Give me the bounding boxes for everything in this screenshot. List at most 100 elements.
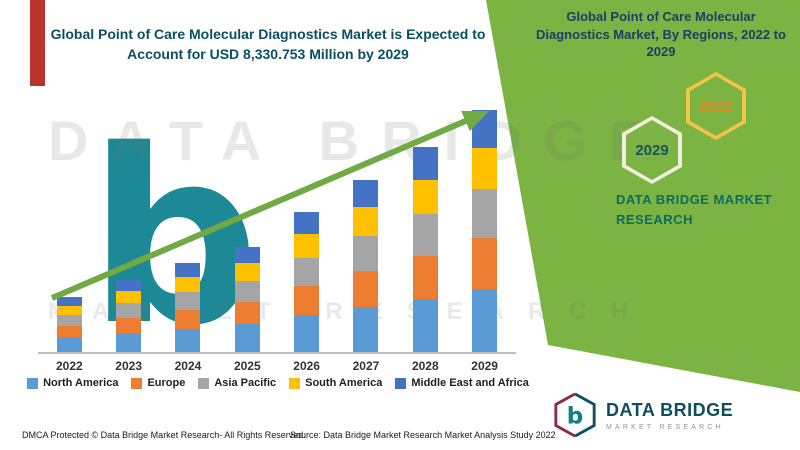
x-axis-label: 2025 (233, 359, 261, 373)
legend-swatch (289, 377, 301, 389)
bar-segment (294, 212, 320, 235)
hexagon-2022-label: 2022 (690, 76, 742, 136)
legend-item: Middle East and Africa (395, 377, 529, 389)
bar-segment (175, 277, 201, 293)
bar-stack-2026 (294, 212, 320, 352)
dmca-notice: DMCA Protected © Data Bridge Market Rese… (22, 430, 306, 440)
bar-segment (294, 315, 320, 352)
bar-stack-2022 (56, 296, 82, 352)
legend-label: Asia Pacific (214, 377, 277, 389)
x-axis-label: 2022 (55, 359, 83, 373)
bar-column (397, 100, 453, 352)
bar-segment (234, 302, 260, 325)
bar-segment (56, 314, 82, 326)
bar-stack-2024 (175, 262, 201, 352)
bar-segment (412, 298, 438, 352)
source-note: Source: Data Bridge Market Research Mark… (290, 430, 556, 440)
legend-swatch (198, 377, 210, 389)
bar-segment (234, 324, 260, 352)
bar-column (338, 100, 394, 352)
legend-item: South America (289, 377, 382, 389)
bar-segment (234, 246, 260, 264)
bar-segment (175, 292, 201, 311)
watermark-line1: DATA BRIDGE (48, 109, 669, 172)
legend-label: Europe (147, 377, 186, 389)
bar-segment (116, 303, 142, 318)
bar-segment (472, 237, 498, 289)
bar-segment (234, 281, 260, 303)
bar-segment (353, 206, 379, 237)
bar-segment (116, 318, 142, 334)
x-axis-label: 2026 (293, 359, 320, 373)
bar-segment (412, 179, 438, 215)
hexagon-2029-label: 2029 (626, 120, 678, 180)
legend-swatch (131, 377, 143, 389)
legend-label: South America (305, 377, 383, 389)
bar-segment (56, 325, 82, 338)
bar-column (457, 100, 513, 352)
bar-stack-2025 (234, 246, 260, 352)
red-accent-bar (30, 0, 45, 86)
legend-item: Europe (131, 377, 185, 389)
bar-segment (294, 257, 320, 287)
bar-segment (116, 291, 142, 304)
bar-column (101, 100, 157, 352)
legend-item: North America (27, 377, 118, 389)
dbmr-logo: b DATA BRIDGE MARKET RESEARCH (552, 392, 733, 438)
watermark-line2: MARKET RESEARCH (48, 298, 653, 325)
bar-stack-2028 (412, 147, 438, 352)
legend-item: Asia Pacific (198, 377, 276, 389)
x-axis-label: 2027 (352, 359, 380, 373)
bar-segment (353, 179, 379, 207)
x-axis-label: 2028 (411, 359, 439, 373)
bar-segment (412, 147, 438, 180)
logo-tagline: MARKET RESEARCH (606, 423, 724, 431)
logo-name: DATA BRIDGE (606, 399, 734, 420)
x-axis-label: 2024 (174, 359, 202, 373)
svg-text:b: b (567, 404, 583, 430)
bar-segment (234, 263, 260, 282)
x-axis-label: 2023 (115, 359, 142, 373)
stacked-bar-chart: 2022 2023 2024 2025 2026 2027 2028 2029 (38, 100, 516, 378)
bar-segment (412, 214, 438, 256)
plot-area (38, 100, 516, 354)
legend-label: Middle East and Africa (411, 377, 529, 389)
x-axis-labels: 2022 2023 2024 2025 2026 2027 2028 2029 (38, 354, 516, 373)
bar-column (279, 100, 335, 352)
panel-title: Global Point of Care Molecular Diagnosti… (536, 9, 786, 60)
bar-segment (175, 328, 201, 352)
chart-title: Global Point of Care Molecular Diagnosti… (50, 26, 486, 63)
brand-text: DATA BRIDGE MARKET RESEARCH (616, 192, 773, 228)
bar-column (160, 100, 216, 352)
bar-stack-2029 (472, 109, 498, 352)
bar-segment (472, 188, 498, 238)
bar-segment (353, 236, 379, 271)
bar-segment (472, 288, 498, 352)
trend-arrow (50, 110, 490, 301)
legend: North America Europe Asia Pacific South Ame… (18, 377, 538, 389)
bar-stack-2023 (116, 279, 142, 352)
bar-segment (175, 262, 201, 278)
legend-label: North America (43, 377, 119, 389)
bar-segment (175, 310, 201, 329)
bar-segment (116, 333, 142, 352)
x-axis-label: 2029 (471, 359, 498, 373)
dbmr-hexagon-icon: b (554, 392, 596, 438)
bar-segment (56, 305, 82, 315)
bar-column (41, 100, 97, 352)
trend-arrow-line (50, 110, 490, 301)
bar-segment (56, 337, 82, 352)
bar-segment (294, 234, 320, 258)
bar-stack-2027 (353, 179, 379, 352)
legend-swatch (395, 377, 407, 389)
bar-segment (412, 255, 438, 299)
legend-swatch (27, 377, 39, 389)
bar-segment (353, 306, 379, 352)
bar-column (219, 100, 275, 352)
bar-segment (56, 296, 82, 306)
bar-segment (294, 286, 320, 316)
bar-segment (472, 147, 498, 189)
bar-segment (353, 270, 379, 307)
bar-segment (116, 279, 142, 292)
